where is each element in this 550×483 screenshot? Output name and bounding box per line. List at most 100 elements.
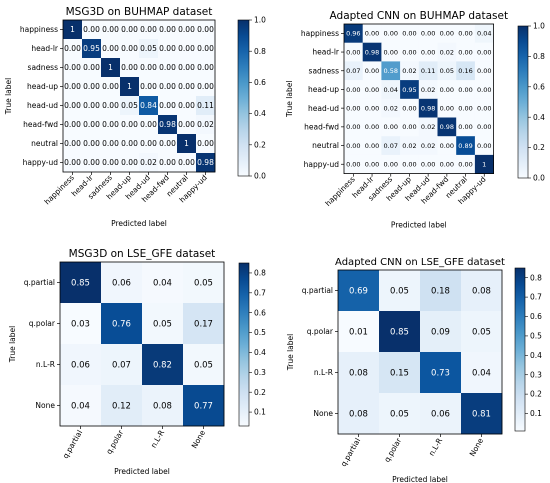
- cell-value-label: 0.82: [153, 361, 172, 371]
- cell-value-label: 0.02: [440, 48, 454, 56]
- x-tick-label: None: [468, 436, 486, 458]
- heatmap-cell: [196, 39, 216, 59]
- cell-value-label: 0.00: [365, 30, 379, 38]
- heatmap-cell: [82, 77, 102, 97]
- heatmap-cell: [101, 115, 121, 135]
- cell-value-label: 0.02: [402, 67, 416, 75]
- heatmap-cell: [196, 96, 216, 116]
- heatmap-cell: [456, 80, 476, 100]
- colorbar: [517, 25, 529, 179]
- heatmap-cell: [437, 117, 457, 137]
- heatmap-cell: [381, 98, 401, 118]
- cell-value-label: 0.11: [197, 101, 214, 110]
- colorbar-tick-label: 0.8: [533, 52, 545, 61]
- heatmap-cell: [400, 61, 420, 81]
- cell-value-label: 0.84: [140, 101, 157, 110]
- colorbar-tick-label: 0.5: [254, 328, 266, 337]
- heatmap-cell: [158, 96, 178, 116]
- cell-value-label: 0.00: [102, 101, 119, 110]
- heatmap-cell: [362, 154, 382, 174]
- colorbar-tick-label: 0.5: [530, 332, 542, 341]
- y-axis-label: True label: [4, 78, 13, 115]
- cell-value-label: 0.00: [121, 120, 138, 129]
- y-tick-label: happiness: [301, 29, 339, 38]
- cell-value-label: 1: [184, 139, 189, 148]
- cell-value-label: 0.05: [121, 101, 138, 110]
- confusion-matrix-panel: MSG3D on LSE_GFE dataset 0.85 0.06 0.04 0.05…: [8, 248, 266, 476]
- cell-value-label: 0.98: [421, 104, 435, 112]
- cell-value-label: 0.06: [71, 361, 90, 371]
- y-tick-label: head-fwd: [304, 122, 339, 131]
- cell-value-label: 0.00: [384, 30, 398, 38]
- cell-value-label: 0.12: [112, 402, 131, 412]
- cell-value-label: 0.00: [346, 161, 360, 169]
- x-tick-label: q.partial: [61, 429, 84, 461]
- colorbar-tick-label: 0.0: [254, 172, 266, 181]
- cell-value-label: 0.00: [178, 82, 195, 91]
- heatmap-cell: [120, 20, 140, 40]
- heatmap-cell: [139, 77, 159, 97]
- heatmap-cell: [379, 393, 421, 435]
- cell-value-label: 0.00: [402, 48, 416, 56]
- cell-value-label: 0.00: [140, 120, 157, 129]
- x-tick-label: q.polar: [104, 428, 125, 456]
- heatmap-cell: [60, 385, 102, 427]
- heatmap-cell: [437, 136, 457, 156]
- cell-value-label: 0.05: [140, 44, 157, 53]
- cell-value-label: 0.69: [349, 287, 368, 297]
- cell-value-label: 0.06: [431, 410, 450, 420]
- heatmap-cell: [183, 303, 225, 345]
- cell-value-label: 0.00: [346, 48, 360, 56]
- cell-value-label: 0.00: [421, 161, 435, 169]
- colorbar-tick-label: 0.4: [530, 351, 542, 360]
- chart-title: Adapted CNN on BUHMAP dataset: [330, 10, 509, 22]
- heatmap-cell: [177, 77, 197, 97]
- y-tick-label: q.polar: [29, 319, 56, 328]
- heatmap-cell: [362, 80, 382, 100]
- heatmap-cell: [418, 154, 438, 174]
- heatmap-cell: [139, 58, 159, 78]
- cell-value-label: 0.00: [365, 161, 379, 169]
- heatmap-cell: [437, 24, 457, 43]
- cell-value-label: 0.58: [384, 67, 398, 75]
- cell-value-label: 0.00: [64, 139, 81, 148]
- heatmap-cell: [158, 39, 178, 59]
- colorbar-tick-label: 0.8: [254, 47, 266, 56]
- chart-title: MSG3D on BUHMAP dataset: [66, 6, 213, 18]
- cell-value-label: 0.00: [365, 142, 379, 150]
- y-tick-label: neutral: [31, 139, 58, 148]
- cell-value-label: 0.00: [140, 139, 157, 148]
- cell-value-label: 0.73: [431, 369, 450, 379]
- cell-value-label: 0.00: [477, 67, 491, 75]
- colorbar-tick-label: 0.8: [254, 269, 266, 278]
- colorbar-tick-label: 0.4: [254, 348, 266, 357]
- heatmap-cell: [120, 77, 140, 97]
- cell-value-label: 0.00: [458, 123, 472, 131]
- cell-value-label: 0.04: [153, 279, 172, 289]
- cell-value-label: 0.00: [64, 101, 81, 110]
- cell-value-label: 0.09: [431, 328, 450, 338]
- cell-value-label: 0.98: [197, 158, 214, 167]
- colorbar-tick-label: 0.4: [533, 113, 545, 122]
- cell-value-label: 0.16: [458, 67, 472, 75]
- cell-value-label: 0.00: [421, 48, 435, 56]
- cell-value-label: 0.00: [83, 82, 100, 91]
- heatmap-cell: [381, 42, 401, 62]
- heatmap-cell: [101, 134, 121, 154]
- heatmap-cell: [362, 24, 382, 43]
- colorbar-tick-label: 0.1: [254, 408, 266, 417]
- cell-value-label: 0.05: [440, 67, 454, 75]
- cell-value-label: 0.00: [440, 104, 454, 112]
- cell-value-label: 0.04: [472, 369, 491, 379]
- heatmap-cell: [474, 136, 494, 156]
- heatmap-cell: [418, 136, 438, 156]
- heatmap-cell: [183, 344, 225, 386]
- cell-value-label: 0.00: [83, 139, 100, 148]
- cell-value-label: 0.08: [472, 287, 491, 297]
- cell-value-label: 0.00: [365, 123, 379, 131]
- heatmap-cell: [418, 42, 438, 62]
- heatmap-cell: [344, 80, 363, 100]
- heatmap-cell: [379, 311, 421, 353]
- cell-value-label: 0.00: [102, 120, 119, 129]
- y-tick-label: happy-ud: [23, 158, 59, 167]
